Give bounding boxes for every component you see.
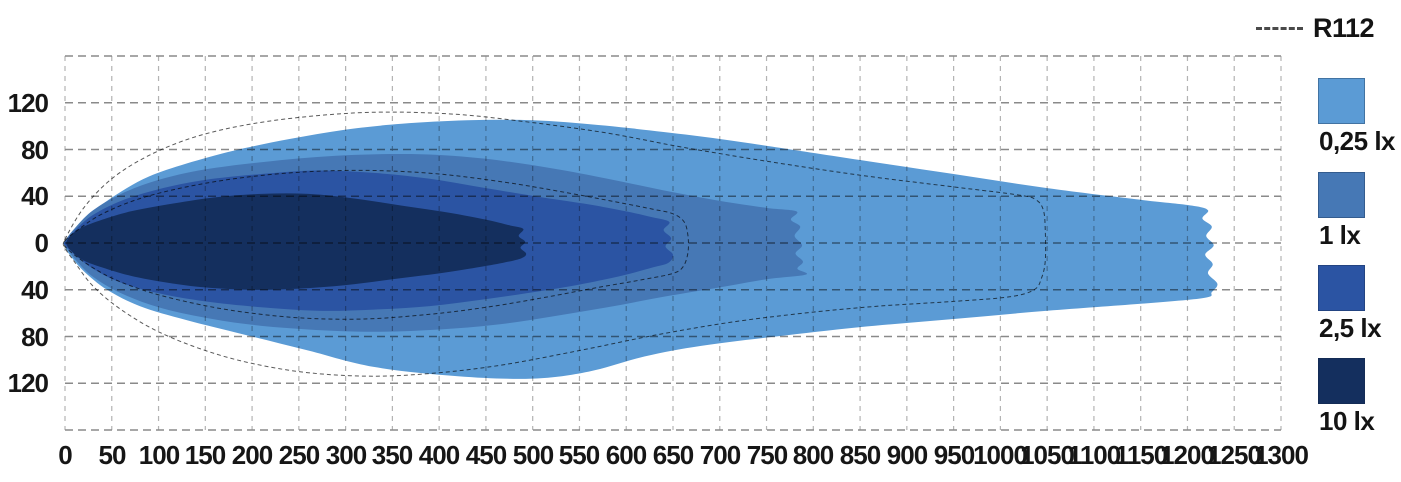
x-tick-label: 1150: [1114, 440, 1168, 470]
x-tick-label: 450: [465, 440, 507, 470]
x-tick-label: 200: [231, 440, 273, 470]
x-tick-label: 550: [558, 440, 600, 470]
x-tick-label: 400: [418, 440, 460, 470]
x-tick-label: 800: [792, 440, 834, 470]
x-tick-label: 650: [652, 440, 694, 470]
grid-lines: [64, 55, 1282, 431]
x-tick-label: 900: [886, 440, 928, 470]
y-tick-label: 40: [21, 181, 49, 211]
x-tick-label: 150: [184, 440, 226, 470]
x-tick-label: 500: [512, 440, 554, 470]
x-tick-label: 700: [699, 440, 741, 470]
y-tick-label: 80: [21, 135, 49, 165]
x-tick-label: 1000: [973, 440, 1028, 470]
y-tick-label: 40: [21, 275, 49, 305]
y-tick-label: 120: [7, 368, 49, 398]
x-tick-label: 1050: [1020, 440, 1075, 470]
x-tick-label: 350: [371, 440, 413, 470]
x-tick-label: 1300: [1254, 440, 1309, 470]
x-tick-label: 1200: [1160, 440, 1215, 470]
y-tick-label: 0: [34, 228, 49, 258]
y-tick-label: 120: [7, 88, 49, 118]
x-tick-label: 1250: [1207, 440, 1262, 470]
x-tick-label: 0: [58, 440, 72, 470]
isolux-fill-contours: [63, 119, 1218, 379]
y-tick-label: 80: [21, 322, 49, 352]
x-tick-label: 250: [278, 440, 320, 470]
x-tick-label: 100: [138, 440, 180, 470]
x-tick-label: 600: [605, 440, 647, 470]
contour-10-lx: [66, 193, 527, 290]
r112-reference-contours: [62, 111, 1047, 377]
x-tick-label: 300: [325, 440, 367, 470]
R112-outer-contour: [62, 111, 1047, 377]
x-tick-label: 950: [933, 440, 975, 470]
x-tick-label: 1100: [1067, 440, 1121, 470]
x-tick-label: 50: [98, 440, 127, 470]
x-tick-label: 850: [839, 440, 881, 470]
x-tick-label: 750: [746, 440, 788, 470]
